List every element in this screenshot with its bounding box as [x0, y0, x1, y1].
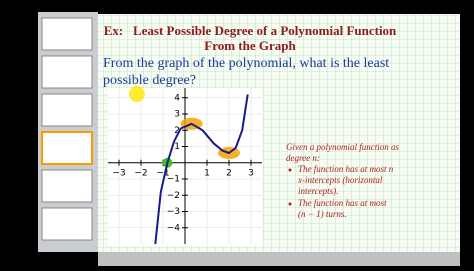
thumbnails[interactable]	[41, 17, 93, 241]
status-bar	[98, 252, 460, 266]
notes: Given a polynomial function as degree n:…	[286, 142, 399, 219]
note: x-intercepts (horizontal	[297, 175, 383, 185]
note: (n − 1) turns.	[298, 209, 347, 219]
question: possible degree?	[103, 73, 196, 88]
x-tick-label: 1	[204, 168, 210, 178]
thumbnail[interactable]	[41, 17, 93, 51]
thumbnail[interactable]	[41, 93, 93, 127]
y-tick-label: −2	[167, 191, 180, 201]
y-tick-label: 4	[174, 93, 180, 103]
x-tick-label: −2	[134, 168, 147, 178]
y-tick-label: 2	[174, 126, 180, 136]
thumbnail[interactable]	[41, 207, 93, 241]
bullet	[288, 168, 292, 172]
y-tick-label: −1	[167, 175, 180, 185]
x-tick-label: 2	[226, 168, 232, 178]
y-tick-label: −3	[167, 207, 180, 217]
thumbnail[interactable]	[41, 55, 93, 89]
cursor-highlight	[129, 86, 145, 102]
x-tick-label: 3	[248, 168, 254, 178]
note: intercepts).	[298, 186, 338, 196]
y-tick-label: 1	[174, 142, 180, 152]
note: degree n:	[286, 153, 320, 163]
note: The function has at most	[298, 198, 387, 208]
title: From the Graph	[204, 38, 296, 53]
bullet	[288, 202, 292, 206]
question: From the graph of the polynomial, what i…	[103, 56, 389, 71]
note: The function has at most n	[298, 164, 394, 174]
x-tick-label: −3	[112, 168, 125, 178]
thumbnail[interactable]	[41, 169, 93, 203]
y-tick-label: 3	[174, 110, 180, 120]
note: Given a polynomial function as	[286, 142, 399, 152]
thumbnail[interactable]	[41, 131, 93, 165]
curve	[154, 94, 249, 245]
title: Ex: Least Possible Degree of a Polynomia…	[104, 23, 397, 38]
y-tick-label: −4	[167, 223, 181, 233]
x-tick-label: −1	[156, 168, 169, 178]
graph: −3 −2 −1 1 2 3 4 3 2 1 −1 −2 −3 −4	[108, 88, 262, 245]
